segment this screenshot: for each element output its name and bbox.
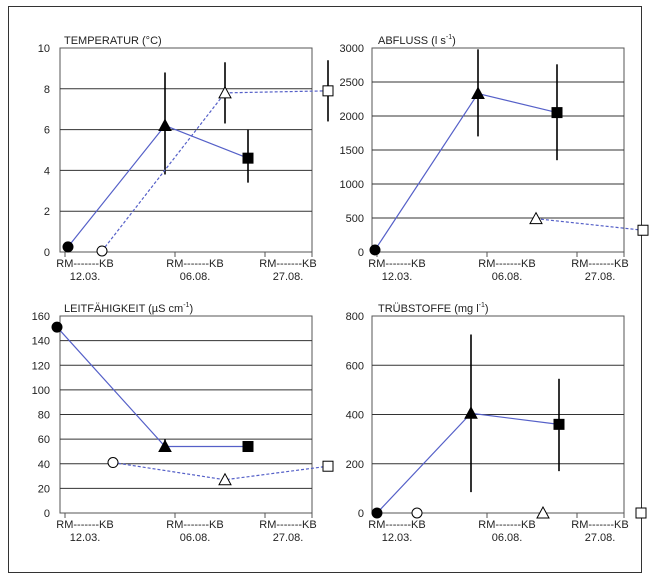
x-tick-label: RM-------KB (571, 258, 628, 270)
x-group-label: 06.08. (180, 271, 211, 283)
data-point (464, 406, 478, 419)
y-tick-label: 2000 (340, 111, 364, 123)
x-group-label: 06.08. (492, 271, 523, 283)
y-tick-label: 800 (346, 311, 364, 323)
y-tick-label: 10 (38, 43, 50, 55)
panel-title: LEITFÄHIGKEIT (µS cm-1) (64, 302, 193, 315)
y-tick-label: 400 (346, 410, 364, 422)
data-point (371, 507, 383, 519)
x-group-label: 06.08. (492, 532, 523, 544)
data-point (411, 507, 423, 519)
data-point (635, 507, 647, 519)
plot-area (59, 47, 313, 253)
x-group-label: 12.03. (382, 532, 413, 544)
panel-title: TEMPERATUR (°C) (64, 35, 162, 47)
panel-2: 050010001500200025003000RM-------KB12.03… (340, 34, 649, 283)
y-tick-label: 1000 (340, 179, 364, 191)
x-tick-label: RM-------KB (368, 258, 425, 270)
x-tick-label: RM-------KB (259, 519, 316, 531)
y-tick-label: 2 (44, 206, 50, 218)
x-group-label: 27.08. (585, 271, 616, 283)
y-tick-label: 0 (44, 508, 50, 520)
data-point (551, 107, 563, 119)
data-point (62, 241, 74, 253)
y-tick-label: 200 (346, 459, 364, 471)
x-tick-label: RM-------KB (166, 519, 223, 531)
series-line (101, 90, 329, 252)
data-point (107, 457, 119, 469)
y-tick-label: 0 (44, 247, 50, 259)
y-tick-label: 0 (358, 508, 364, 520)
data-point (536, 505, 550, 519)
data-point (529, 211, 543, 225)
panel-title: ABFLUSS (l s-1) (378, 34, 456, 47)
figure-frame (8, 6, 642, 573)
y-tick-label: 500 (346, 213, 364, 225)
y-tick-label: 2500 (340, 77, 364, 89)
x-group-label: 12.03. (70, 271, 101, 283)
x-tick-label: RM-------KB (166, 258, 223, 270)
y-tick-label: 120 (32, 360, 50, 372)
data-point (369, 244, 381, 256)
data-point (637, 224, 649, 236)
panel-3: 020406080100120140160RM-------KB12.03.RM… (32, 302, 334, 544)
data-point (218, 85, 232, 99)
x-group-label: 27.08. (585, 532, 616, 544)
series-line (112, 461, 329, 481)
x-tick-label: RM-------KB (478, 519, 535, 531)
y-tick-label: 600 (346, 360, 364, 372)
x-tick-label: RM-------KB (368, 519, 425, 531)
x-group-label: 27.08. (273, 532, 304, 544)
series-line (376, 412, 560, 514)
x-group-label: 06.08. (180, 532, 211, 544)
data-point (51, 321, 63, 333)
data-point (322, 460, 334, 472)
x-group-label: 27.08. (273, 271, 304, 283)
data-point (158, 118, 172, 132)
x-group-label: 12.03. (70, 532, 101, 544)
y-tick-label: 4 (44, 165, 50, 177)
y-tick-label: 40 (38, 459, 50, 471)
y-tick-label: 0 (358, 247, 364, 259)
y-tick-label: 6 (44, 125, 50, 137)
series-line (56, 326, 248, 448)
x-tick-label: RM-------KB (56, 258, 113, 270)
panel-title: TRÜBSTOFFE (mg l-1) (378, 302, 489, 315)
data-point (322, 85, 334, 97)
y-tick-label: 60 (38, 434, 50, 446)
y-tick-label: 80 (38, 410, 50, 422)
x-group-label: 12.03. (382, 271, 413, 283)
x-tick-label: RM-------KB (478, 258, 535, 270)
data-point (96, 245, 108, 257)
data-point (242, 441, 254, 453)
y-tick-label: 1500 (340, 145, 364, 157)
y-tick-label: 3000 (340, 43, 364, 55)
x-tick-label: RM-------KB (571, 519, 628, 531)
panel-1: 0246810RM-------KB12.03.RM-------KB06.08… (38, 35, 334, 283)
series-line (374, 92, 558, 251)
panel-4: 0200400600800RM-------KB12.03.RM-------K… (346, 302, 647, 544)
x-tick-label: RM-------KB (259, 258, 316, 270)
data-point (242, 152, 254, 164)
data-point (553, 418, 565, 430)
data-point (471, 86, 485, 100)
y-tick-label: 160 (32, 311, 50, 323)
series-line (535, 218, 644, 231)
y-tick-label: 8 (44, 84, 50, 96)
y-tick-label: 20 (38, 483, 50, 495)
x-tick-label: RM-------KB (56, 519, 113, 531)
data-point (158, 439, 172, 453)
data-point (218, 472, 232, 486)
y-tick-label: 140 (32, 336, 50, 348)
series-line (67, 124, 249, 248)
y-tick-label: 100 (32, 385, 50, 397)
